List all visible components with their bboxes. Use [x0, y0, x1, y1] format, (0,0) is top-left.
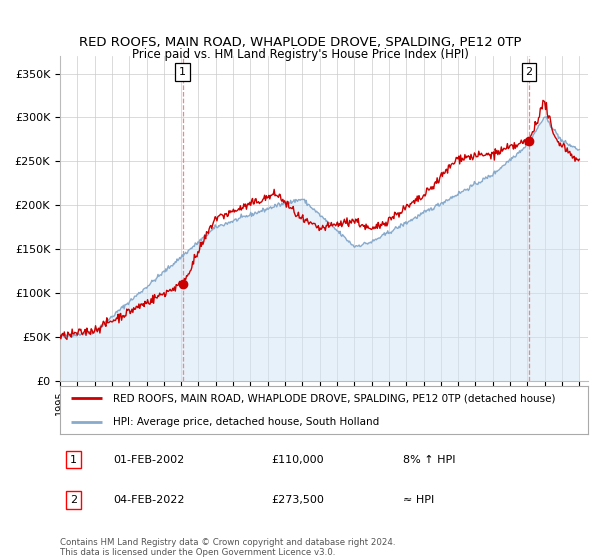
Text: £273,500: £273,500	[271, 495, 324, 505]
Text: Price paid vs. HM Land Registry's House Price Index (HPI): Price paid vs. HM Land Registry's House …	[131, 48, 469, 60]
Text: 1: 1	[179, 67, 186, 77]
Text: 1: 1	[70, 455, 77, 465]
Text: RED ROOFS, MAIN ROAD, WHAPLODE DROVE, SPALDING, PE12 0TP: RED ROOFS, MAIN ROAD, WHAPLODE DROVE, SP…	[79, 36, 521, 49]
Text: RED ROOFS, MAIN ROAD, WHAPLODE DROVE, SPALDING, PE12 0TP (detached house): RED ROOFS, MAIN ROAD, WHAPLODE DROVE, SP…	[113, 393, 556, 403]
Text: 2: 2	[526, 67, 533, 77]
Text: 8% ↑ HPI: 8% ↑ HPI	[403, 455, 456, 465]
Text: £110,000: £110,000	[271, 455, 324, 465]
Text: Contains HM Land Registry data © Crown copyright and database right 2024.
This d: Contains HM Land Registry data © Crown c…	[60, 538, 395, 557]
Text: 04-FEB-2022: 04-FEB-2022	[113, 495, 184, 505]
Text: ≈ HPI: ≈ HPI	[403, 495, 434, 505]
Text: HPI: Average price, detached house, South Holland: HPI: Average price, detached house, Sout…	[113, 417, 379, 427]
Text: 2: 2	[70, 495, 77, 505]
Text: 01-FEB-2002: 01-FEB-2002	[113, 455, 184, 465]
